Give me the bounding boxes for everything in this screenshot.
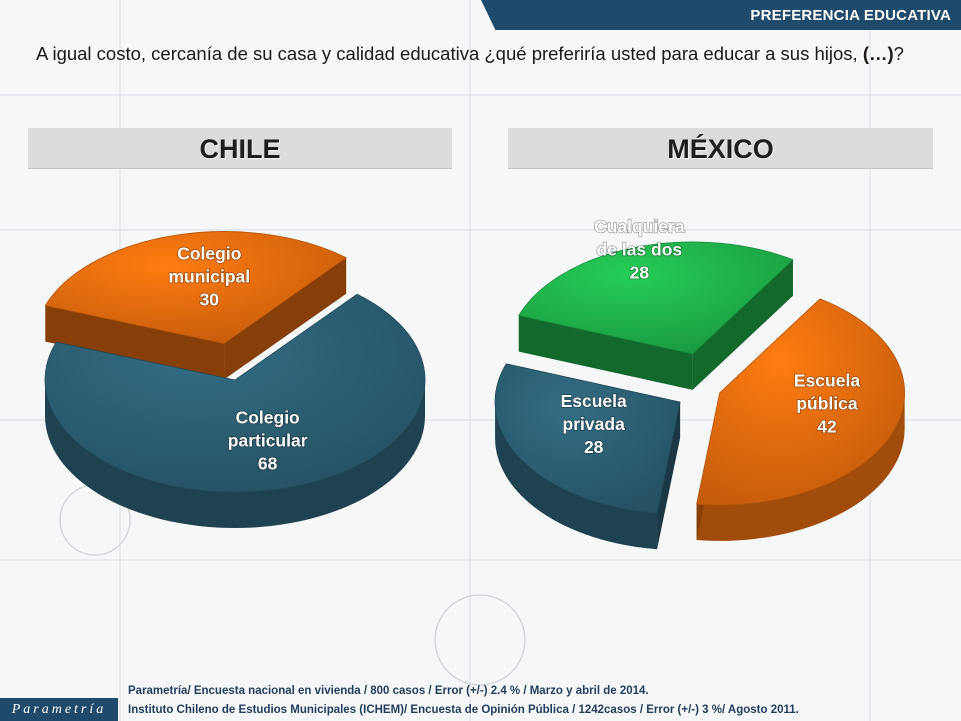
pie-slice-wall (518, 315, 693, 390)
chile-title-bar: CHILE (28, 128, 452, 169)
question-suffix: ? (893, 43, 904, 64)
pie-slice (494, 363, 681, 514)
pie-slice-label: Colegio particular 68 (228, 407, 308, 473)
mexico-title: MÉXICO (667, 134, 774, 164)
pie-slice-side (495, 402, 658, 550)
pie-slice-wall (45, 305, 225, 380)
survey-question: A igual costo, cercanía de su casa y cal… (36, 43, 946, 65)
pie-slice (518, 241, 794, 355)
parametria-logo: Parametría (0, 698, 118, 721)
section-banner: PREFERENCIA EDUCATIVA (481, 0, 961, 30)
pie-slice (44, 231, 347, 344)
pie-slice-wall (657, 402, 681, 550)
pie-slice-wall (224, 257, 347, 380)
pie-slice-label: Escuela pública 42 (794, 370, 860, 436)
pie-slice-label: Cualquiera de las dos 28 (594, 217, 685, 283)
pie-chile: Colegio particular 68 Colegio municipal 30 (44, 231, 426, 528)
pie-slice (44, 293, 426, 493)
chile-title: CHILE (199, 134, 281, 164)
pie-slice-wall (692, 259, 793, 390)
mexico-title-bar: MÉXICO (508, 128, 933, 169)
question-text: A igual costo, cercanía de su casa y cal… (36, 43, 863, 64)
source-note-2: Instituto Chileno de Estudios Municipale… (128, 704, 799, 716)
section-title: PREFERENCIA EDUCATIVA (750, 7, 951, 24)
question-emphasis: (…) (862, 43, 894, 64)
pie-slice (696, 298, 906, 506)
pie-slice-label: Colegio municipal 30 (168, 243, 250, 309)
pie-slice-side (45, 380, 425, 528)
pie-mexico: Cualquiera de las dos 28 Escuela pública 42 Es… (494, 216, 906, 550)
pie-slice-label: Escuela privada 28 (561, 391, 627, 457)
source-note-1: Parametría/ Encuesta nacional en viviend… (128, 685, 649, 697)
